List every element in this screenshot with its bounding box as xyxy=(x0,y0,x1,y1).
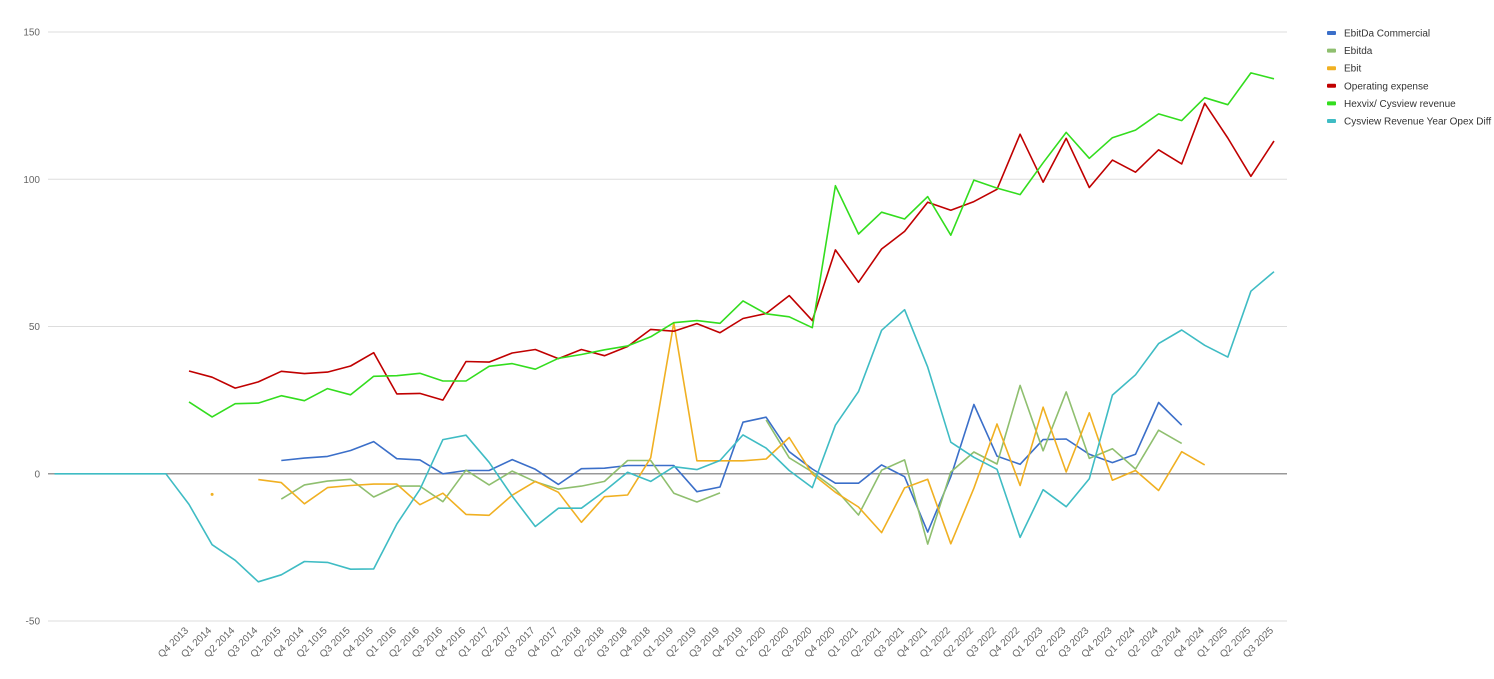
y-tick-label: 0 xyxy=(34,469,40,480)
series-operating-expense xyxy=(188,102,1275,401)
series-line xyxy=(258,321,1206,545)
y-axis-ticks: 150 100 50 0 -50 xyxy=(23,28,40,628)
series-cysview-revenue-year-opex-diff xyxy=(54,271,1275,583)
legend-item[interactable]: Hexvix/ Cysview revenue xyxy=(1327,99,1456,110)
series-ebitda xyxy=(280,384,1183,545)
legend-swatch xyxy=(1327,119,1336,123)
series-lines xyxy=(54,72,1275,583)
legend-label: Ebitda xyxy=(1344,46,1373,57)
legend-swatch xyxy=(1327,48,1336,53)
series-line xyxy=(765,384,1183,545)
legend-swatch xyxy=(1327,101,1336,106)
legend-swatch xyxy=(1327,31,1336,35)
y-tick-label: 100 xyxy=(23,175,40,186)
legend: EbitDa Commercial Ebitda Ebit Operating exp… xyxy=(1327,29,1491,128)
legend-item[interactable]: Ebit xyxy=(1327,64,1361,75)
series-line xyxy=(188,102,1275,401)
legend-item[interactable]: Cysview Revenue Year Opex Diff xyxy=(1327,117,1491,128)
y-tick-label: 50 xyxy=(29,322,41,333)
legend-label: EbitDa Commercial xyxy=(1344,29,1430,40)
legend-item[interactable]: Ebitda xyxy=(1327,46,1373,57)
data-point xyxy=(210,492,214,496)
y-tick-label: -50 xyxy=(26,617,41,628)
legend-swatch xyxy=(1327,83,1336,88)
y-tick-label: 150 xyxy=(23,28,40,39)
legend-swatch xyxy=(1327,66,1336,71)
legend-label: Operating expense xyxy=(1344,81,1429,92)
legend-label: Ebit xyxy=(1344,64,1361,75)
series-hexvix-cysview-revenue xyxy=(188,72,1275,418)
legend-item[interactable]: EbitDa Commercial xyxy=(1327,29,1430,40)
series-line xyxy=(280,459,721,503)
legend-item[interactable]: Operating expense xyxy=(1327,81,1429,92)
series-line xyxy=(281,401,1183,533)
series-ebitda-commercial xyxy=(281,401,1183,533)
legend-label: Hexvix/ Cysview revenue xyxy=(1344,99,1456,110)
series-line xyxy=(188,72,1275,418)
legend-label: Cysview Revenue Year Opex Diff xyxy=(1344,117,1491,128)
series-ebit xyxy=(210,321,1206,545)
series-line xyxy=(54,271,1275,583)
